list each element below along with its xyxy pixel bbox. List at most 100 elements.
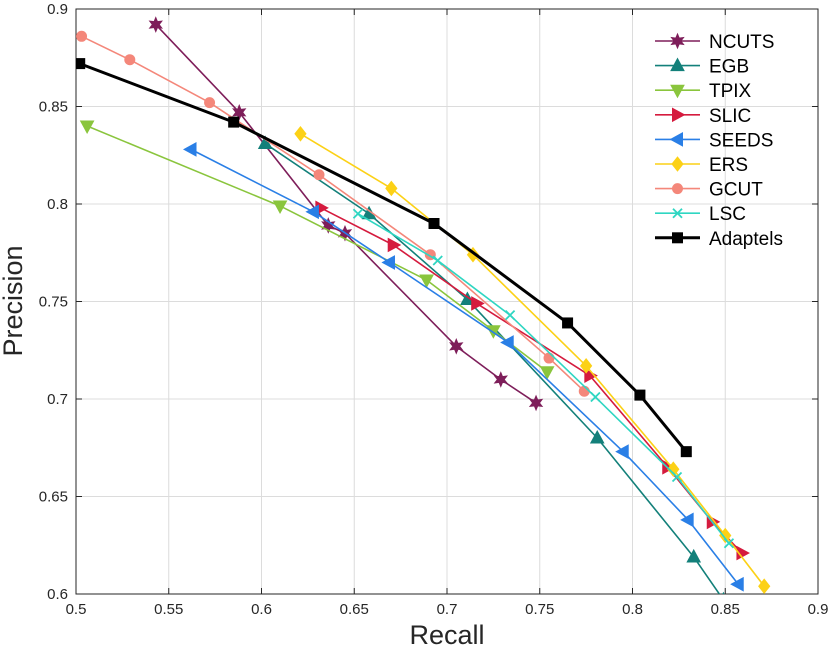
egb-point xyxy=(722,591,725,594)
lsc-line xyxy=(357,213,730,544)
legend-label: EGB xyxy=(709,57,749,78)
x-tick-label: 0.85 xyxy=(711,601,740,618)
series-egb xyxy=(257,135,725,594)
slic-point xyxy=(736,545,750,561)
legend-entry-ers: ERS xyxy=(655,155,748,176)
legend-marker xyxy=(670,57,685,72)
series-ers xyxy=(294,125,771,594)
lsc-point xyxy=(723,538,735,549)
series-slic xyxy=(315,200,750,561)
ers-point xyxy=(667,461,680,478)
legend-marker xyxy=(672,208,683,219)
ncuts-point xyxy=(321,217,336,234)
series-seeds xyxy=(182,142,744,592)
series-lsc xyxy=(352,208,735,549)
egb-point xyxy=(686,548,702,563)
lsc-point xyxy=(432,255,443,266)
x-tick-label: 0.6 xyxy=(251,601,272,618)
seeds-point xyxy=(381,255,395,270)
x-tick-label: 0.9 xyxy=(808,601,829,618)
x-tick-label: 0.5 xyxy=(66,601,87,618)
lsc-point xyxy=(671,471,683,483)
ers-point xyxy=(579,358,593,374)
tpix-point xyxy=(272,200,288,214)
legend-entry-tpix: TPIX xyxy=(655,81,752,102)
x-tick-label: 0.65 xyxy=(340,601,369,618)
x-tick-label: 0.7 xyxy=(437,601,458,618)
adaptels-point xyxy=(562,317,574,329)
legend-label: Adaptels xyxy=(709,229,783,250)
legend-marker xyxy=(670,32,685,50)
seeds-point xyxy=(730,576,744,592)
slic-point xyxy=(471,296,485,311)
legend-label: ERS xyxy=(709,155,748,176)
series-gcut xyxy=(76,30,590,397)
y-tick-label: 0.9 xyxy=(47,1,68,18)
legend: NCUTS EGB TPIX SLIC SEEDS ERS GCUT LSC Adaptels xyxy=(655,32,783,250)
legend-entry-lsc: LSC xyxy=(655,204,746,225)
legend-entry-adaptels: Adaptels xyxy=(655,229,783,250)
ncuts-point xyxy=(449,338,464,355)
x-axis-label: Recall xyxy=(409,620,484,650)
legend-marker xyxy=(672,183,683,195)
gcut-point xyxy=(76,30,88,42)
series-ncuts xyxy=(148,16,544,412)
lsc-point xyxy=(590,391,601,403)
egb-point xyxy=(589,429,605,444)
tpix-point xyxy=(419,274,434,289)
ncuts-point xyxy=(148,16,163,33)
legend-label: GCUT xyxy=(709,180,763,201)
ncuts-point xyxy=(232,104,247,121)
legend-entry-seeds: SEEDS xyxy=(655,130,773,151)
series-adaptels xyxy=(76,58,692,458)
legend-label: SLIC xyxy=(709,106,751,127)
legend-label: SEEDS xyxy=(709,130,773,151)
ncuts-line xyxy=(155,24,537,404)
ncuts-point xyxy=(493,371,508,388)
legend-marker xyxy=(672,107,686,123)
lsc-point xyxy=(352,208,364,219)
legend-marker xyxy=(672,232,683,244)
y-tick-label: 0.6 xyxy=(47,586,68,603)
egb-line xyxy=(264,142,721,594)
ers-point xyxy=(294,125,307,142)
gcut-point xyxy=(204,97,216,109)
tpix-point xyxy=(79,120,95,135)
legend-entry-slic: SLIC xyxy=(655,106,751,127)
legend-label: NCUTS xyxy=(709,32,774,53)
adaptels-point xyxy=(428,218,440,229)
legend-marker xyxy=(671,156,684,172)
y-tick-label: 0.8 xyxy=(47,196,68,213)
legend-label: LSC xyxy=(709,204,746,225)
legend-marker xyxy=(670,84,685,99)
adaptels-point xyxy=(76,58,86,70)
seeds-point xyxy=(500,335,514,350)
egb-point xyxy=(257,135,273,150)
legend-entry-gcut: GCUT xyxy=(655,180,763,201)
x-tick-label: 0.55 xyxy=(154,601,183,618)
ers-point xyxy=(758,578,771,594)
legend-label: TPIX xyxy=(709,81,752,102)
y-tick-label: 0.7 xyxy=(47,391,68,408)
axis-ticks: 0.5 0.55 0.6 0.65 0.7 0.75 0.8 0.85 0.9 0.6 0.65 0.… xyxy=(39,1,829,618)
seeds-point xyxy=(182,142,197,157)
lsc-point xyxy=(504,310,516,321)
seeds-point xyxy=(680,512,694,528)
x-tick-label: 0.8 xyxy=(622,601,643,618)
adaptels-point xyxy=(228,116,240,128)
ers-point xyxy=(385,180,398,197)
gcut-point xyxy=(313,169,325,181)
legend-marker xyxy=(669,132,683,147)
gcut-point xyxy=(578,385,590,397)
legend-entry-egb: EGB xyxy=(655,57,749,78)
adaptels-line xyxy=(79,62,688,453)
series-tpix xyxy=(79,120,555,380)
gcut-point xyxy=(543,352,555,364)
gcut-point xyxy=(124,54,136,66)
y-tick-label: 0.65 xyxy=(39,489,68,506)
series xyxy=(76,16,771,594)
legend-entry-ncuts: NCUTS xyxy=(655,32,774,53)
adaptels-point xyxy=(634,389,646,401)
x-tick-label: 0.75 xyxy=(525,601,554,618)
